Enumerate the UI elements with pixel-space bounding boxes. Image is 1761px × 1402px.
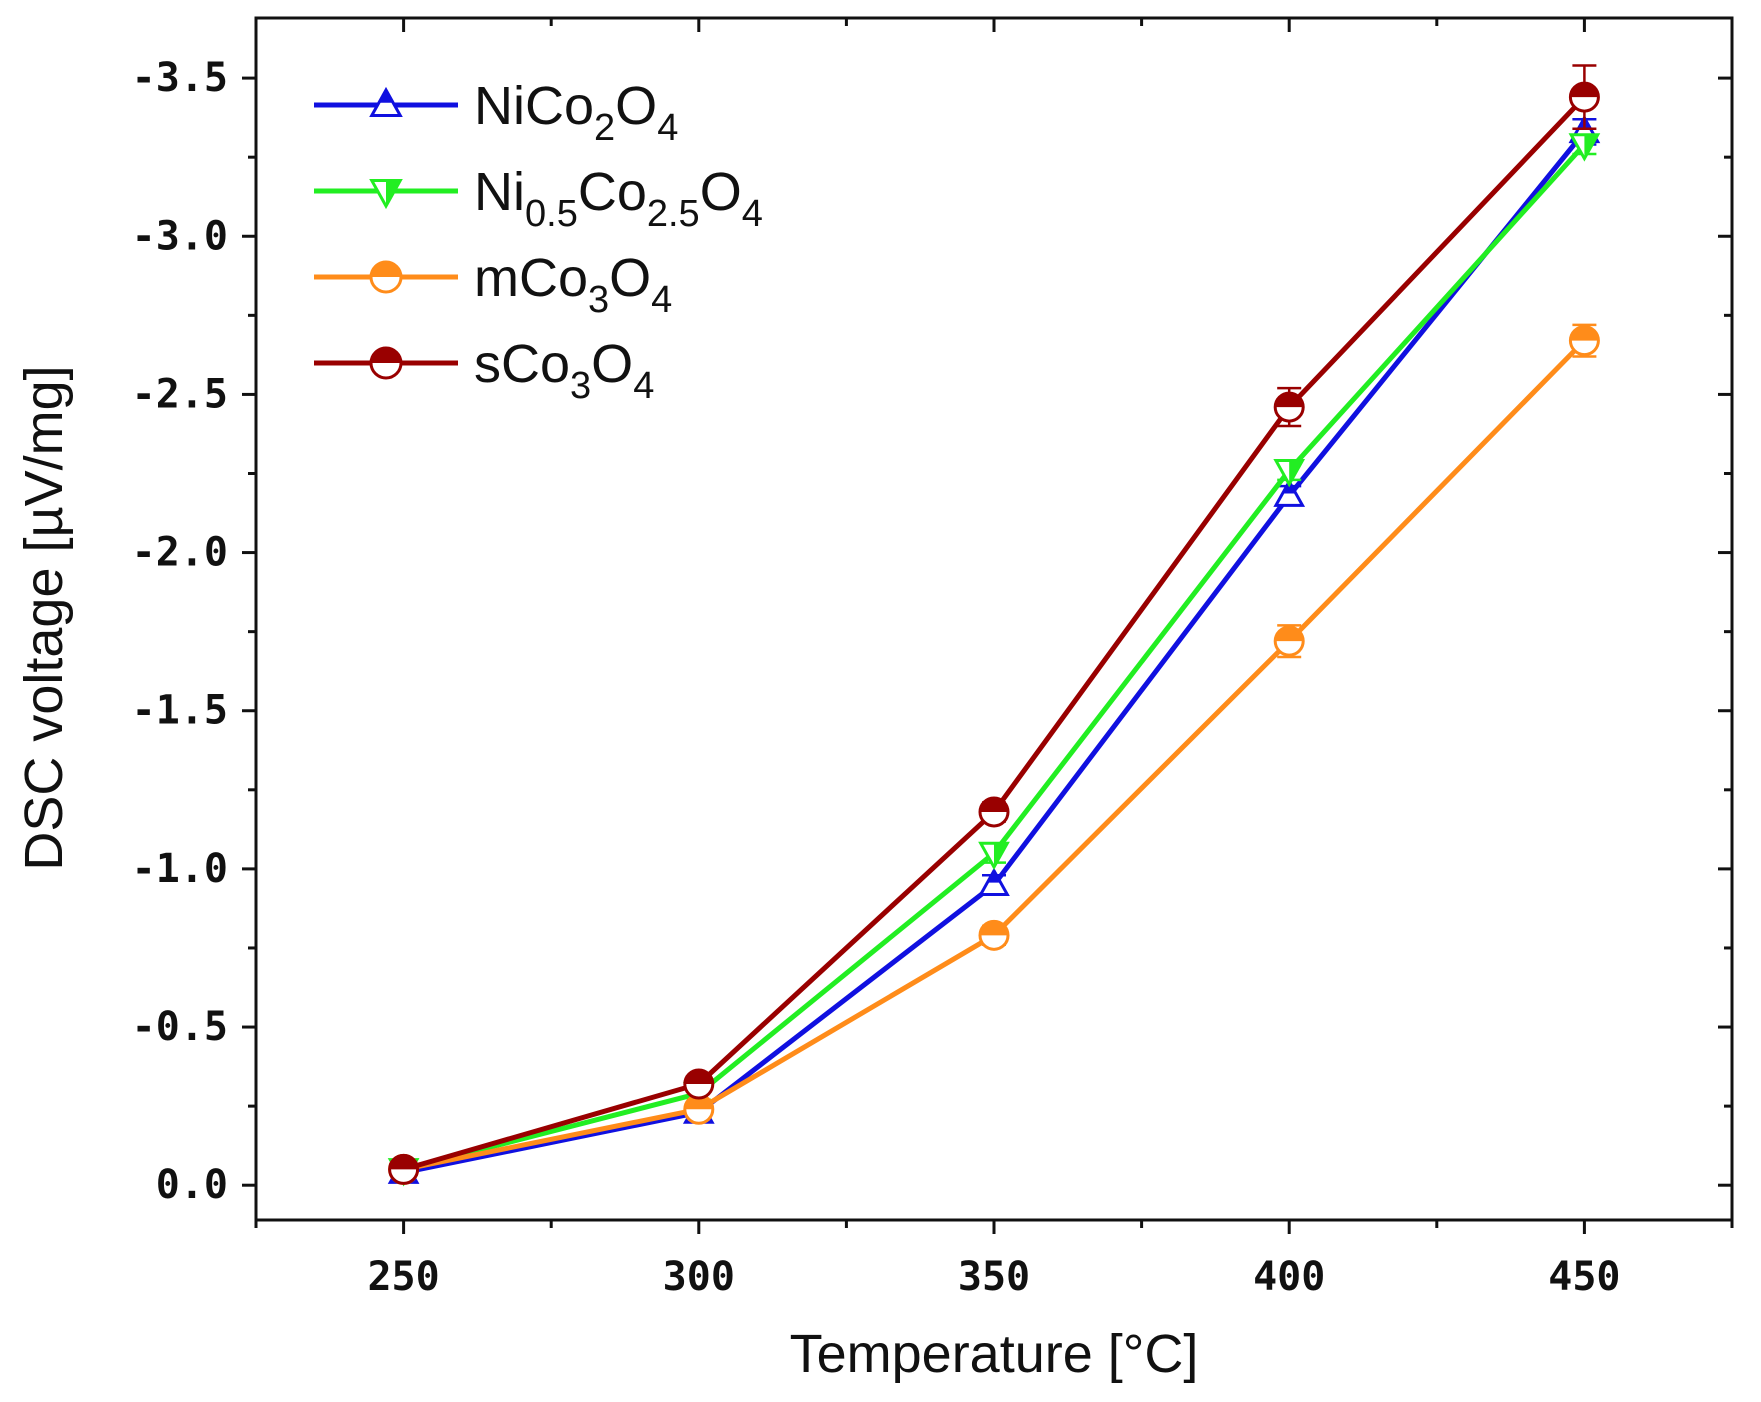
marker-fill	[1570, 83, 1599, 98]
legend-label-part: O	[615, 76, 657, 136]
y-tick-label: -3.5	[132, 55, 228, 101]
legend-label-part: 2.5	[647, 193, 700, 235]
legend-label: mCo3O4	[474, 248, 672, 321]
x-axis-title: Temperature [°C]	[790, 1324, 1199, 1384]
marker-fill	[1282, 481, 1296, 494]
data-point	[388, 1153, 420, 1185]
data-point	[1568, 133, 1601, 162]
legend-label-part: 2	[594, 107, 615, 149]
marker-fill	[980, 921, 1008, 936]
legend-label-part: Ni	[474, 76, 525, 136]
legend-marker	[369, 260, 403, 294]
legend-label: NiCo2O4	[474, 76, 678, 149]
data-point	[1568, 325, 1600, 357]
legend-label-part: mCo	[474, 248, 588, 308]
marker-fill	[684, 1069, 713, 1084]
data-point	[978, 919, 1010, 951]
data-point	[978, 841, 1010, 871]
plot-area	[387, 64, 1601, 1187]
marker-fill	[987, 870, 1001, 883]
legend-label-part: 3	[570, 365, 591, 407]
legend-marker	[369, 179, 403, 210]
axis-ticks: 250 300 350 400 450 0.0 -0.5 -1.0 -1.5 -2.0 -2.5 -3…	[132, 18, 1734, 1300]
legend-label-part: 4	[651, 279, 672, 321]
marker-fill	[371, 262, 401, 277]
legend-label-part: Ni	[474, 162, 525, 222]
y-tick-label: -1.5	[132, 688, 228, 734]
legend-label-part: O	[591, 334, 633, 394]
legend-label-part: 0.5	[525, 193, 578, 235]
series-mCo3O4	[388, 323, 1600, 1185]
legend-label-part: O	[609, 248, 651, 308]
y-tick-label: 0.0	[156, 1162, 228, 1208]
legend-entry-mCo3O4: mCo3O4	[314, 248, 672, 321]
marker-fill	[389, 1155, 418, 1170]
y-tick-label: -2.5	[132, 371, 228, 417]
legend-label: sCo3O4	[474, 334, 654, 407]
legend-entry-sCo3O4: sCo3O4	[314, 334, 654, 407]
legend-label-part: O	[700, 162, 742, 222]
legend-entry-Ni0.5Co2.5O4: Ni0.5Co2.5O4	[314, 162, 763, 235]
marker-fill	[371, 348, 401, 363]
x-tick-label: 450	[1548, 1254, 1620, 1300]
x-tick-label: 250	[367, 1254, 439, 1300]
marker-fill	[1275, 627, 1304, 642]
data-point	[978, 867, 1010, 897]
y-tick-label: -3.0	[132, 213, 228, 259]
legend-marker	[369, 346, 403, 380]
legend-marker	[369, 86, 403, 117]
marker-fill	[1584, 134, 1598, 159]
data-point	[1273, 391, 1305, 423]
legend-label-part: 3	[588, 279, 609, 321]
x-tick-label: 400	[1253, 1254, 1325, 1300]
legend-label-part: 4	[742, 193, 763, 235]
legend-label-part: Co	[578, 162, 647, 222]
legend-label-part: sCo	[474, 334, 570, 394]
data-point	[1273, 478, 1306, 507]
data-point	[683, 1093, 715, 1125]
legend-label-part: Co	[525, 76, 594, 136]
y-axis-title: DSC voltage [µV/mg]	[14, 365, 74, 870]
data-point	[978, 796, 1010, 828]
series-sCo3O4	[388, 64, 1600, 1185]
y-tick-label: -0.5	[132, 1004, 228, 1050]
marker-fill	[684, 1095, 713, 1110]
y-tick-label: -2.0	[132, 530, 228, 576]
marker-fill	[386, 180, 401, 206]
data-point	[1273, 459, 1306, 488]
legend-label-part: 4	[633, 365, 654, 407]
marker-fill	[1289, 460, 1303, 485]
marker-fill	[1275, 393, 1304, 408]
data-point	[1568, 81, 1600, 113]
data-point	[683, 1068, 715, 1100]
marker-fill	[994, 843, 1008, 868]
legend-label-part: 4	[657, 107, 678, 149]
marker-fill	[980, 797, 1008, 812]
y-tick-label: -1.0	[132, 846, 228, 892]
x-tick-label: 350	[958, 1254, 1030, 1300]
marker-fill	[1570, 326, 1599, 341]
x-tick-label: 300	[663, 1254, 735, 1300]
data-point	[1273, 625, 1305, 657]
legend-label: Ni0.5Co2.5O4	[474, 162, 763, 235]
marker-fill	[378, 90, 394, 103]
legend-entry-NiCo2O4: NiCo2O4	[314, 76, 678, 149]
